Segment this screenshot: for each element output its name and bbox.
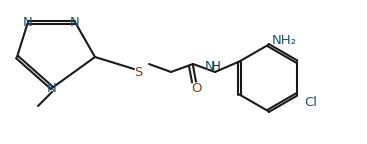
Text: Cl: Cl [304, 96, 317, 109]
Text: N: N [205, 59, 215, 72]
Text: N: N [47, 82, 57, 94]
Text: N: N [23, 16, 33, 29]
Text: O: O [191, 82, 201, 94]
Text: NH₂: NH₂ [272, 34, 297, 47]
Text: H: H [212, 59, 220, 72]
Text: S: S [134, 66, 142, 78]
Text: N: N [70, 16, 80, 29]
